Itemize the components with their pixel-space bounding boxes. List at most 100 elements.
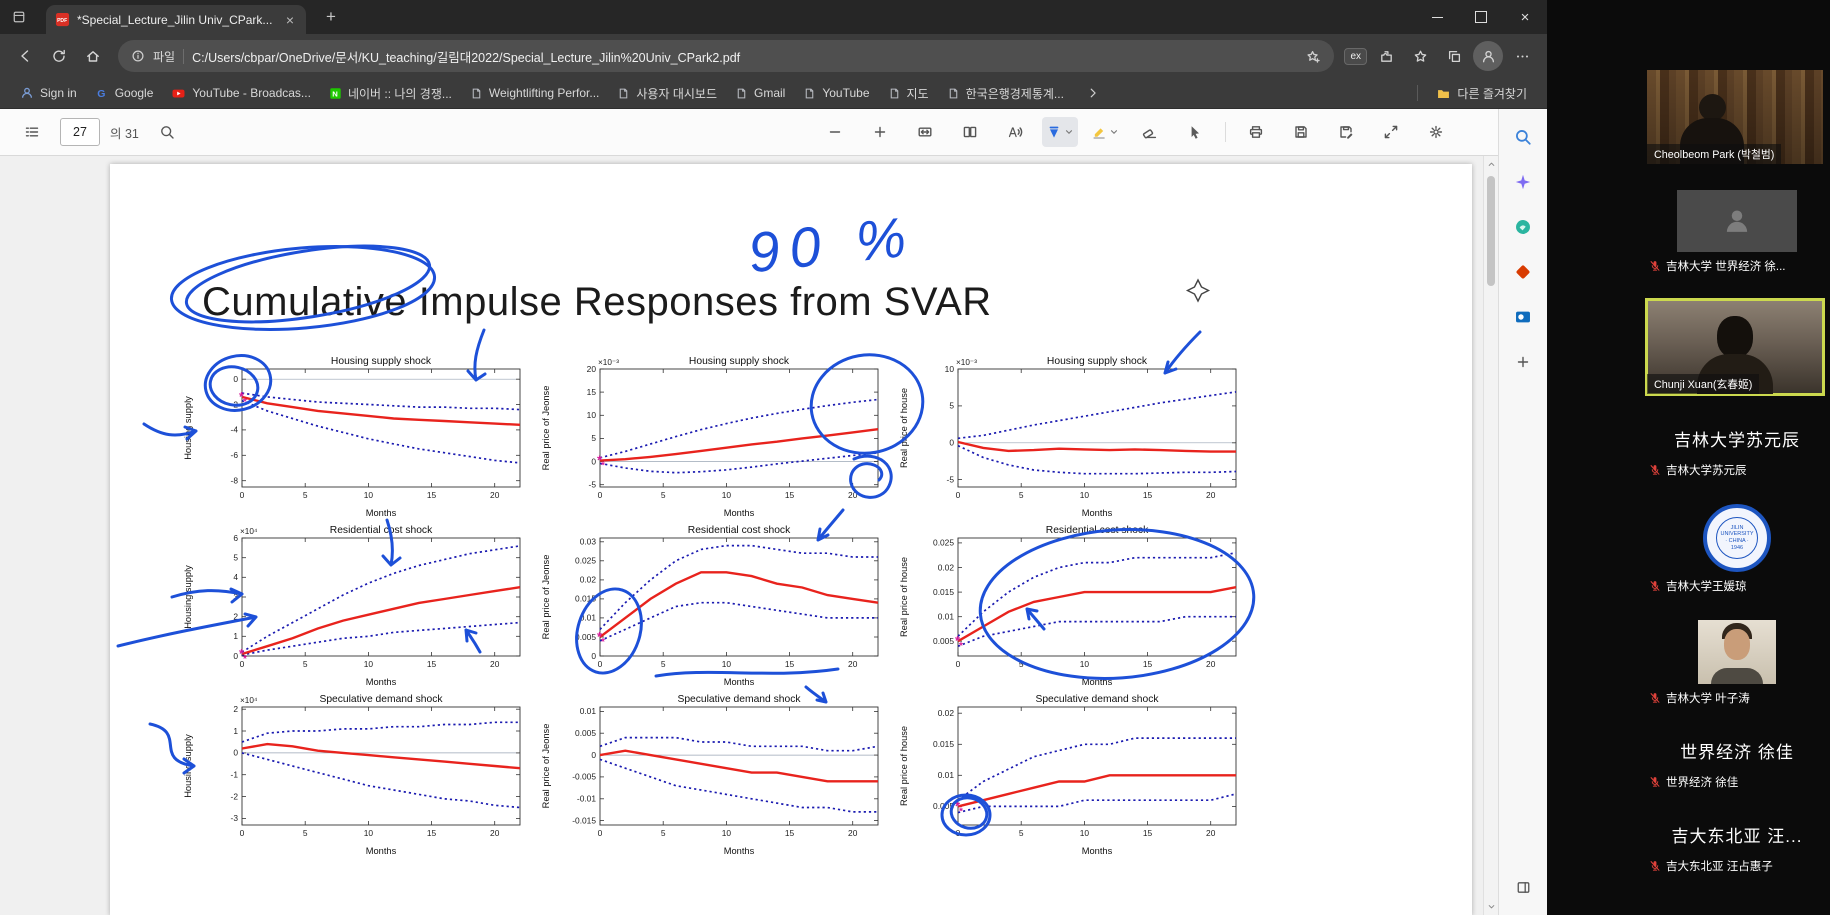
participant-tile[interactable]: 吉林大学 叶子涛 [1647, 620, 1827, 706]
svg-text:Residential cost shock: Residential cost shock [688, 525, 791, 536]
participant-display-name: 吉大东北亚 汪... [1671, 826, 1803, 846]
participant-tile[interactable]: Chunji Xuan(玄春姬) [1645, 298, 1827, 396]
refresh-button[interactable] [44, 41, 74, 71]
participant-tile[interactable]: JILIN UNIVERSITY · CHINA · 1946 吉林大学王媛琼 [1647, 504, 1827, 594]
back-button[interactable] [10, 41, 40, 71]
svg-text:*: * [959, 641, 963, 652]
muted-mic-icon [1650, 261, 1660, 271]
bookmark-item[interactable]: Weightlifting Perfor... [462, 83, 608, 103]
page-icon [617, 87, 630, 100]
page-number-input[interactable] [60, 118, 100, 146]
svg-text:5: 5 [1019, 828, 1024, 838]
bookmark-item[interactable]: 지도 [880, 82, 937, 105]
svg-text:0.005: 0.005 [933, 636, 954, 646]
settings-button[interactable] [1418, 117, 1454, 147]
participant-tile[interactable]: 吉林大学 世界经济 徐... [1647, 190, 1827, 274]
close-window-button[interactable]: × [1520, 8, 1530, 26]
office-sidebar-icon[interactable] [1509, 258, 1537, 286]
highlight-button[interactable] [1087, 117, 1123, 147]
add-favorite-icon[interactable] [1306, 49, 1321, 64]
extensions-icon[interactable] [1371, 41, 1401, 71]
fullscreen-button[interactable] [1373, 117, 1409, 147]
svg-text:×10⁻³: ×10⁻³ [598, 358, 619, 367]
bookmark-item[interactable]: Gmail [727, 83, 793, 103]
search-sidebar-icon[interactable] [1509, 123, 1537, 151]
svg-text:*: * [243, 397, 247, 408]
select-button[interactable] [1177, 117, 1213, 147]
search-document-button[interactable] [149, 117, 185, 147]
print-button[interactable] [1238, 117, 1274, 147]
extension-badge[interactable]: ex [1344, 47, 1367, 65]
svg-text:-1: -1 [231, 770, 239, 780]
collections-icon[interactable] [1439, 41, 1469, 71]
svg-text:0: 0 [598, 828, 603, 838]
participant-name-label: 吉林大学 叶子涛 [1647, 690, 1827, 706]
fit-to-width-button[interactable] [907, 117, 943, 147]
minimize-button[interactable] [1415, 0, 1459, 34]
impulse-chart-r1c1: 0-2-4-6-80 5 10 15 20**Housing supply shockM… [183, 356, 521, 518]
save-button[interactable] [1283, 117, 1319, 147]
svg-text:Housing supply: Housing supply [183, 565, 193, 629]
chart-cell: 0.01 0.005 0 -0.005 -0.01 -0.015 0 5 10 15 20 Specu… [538, 691, 894, 859]
svg-text:*: * [959, 806, 963, 817]
page-info-icon[interactable] [131, 49, 145, 63]
svg-text:N: N [332, 89, 338, 98]
svg-text:15: 15 [427, 659, 437, 669]
other-favorites-folder[interactable]: 다른 즐겨찾기 [1428, 82, 1535, 105]
read-aloud-button[interactable] [997, 117, 1033, 147]
mouse-cursor [1185, 278, 1211, 303]
participant-tile[interactable]: Cheolbeom Park (박철범) [1647, 70, 1827, 164]
participant-tile[interactable]: 世界经济 徐佳 世界经济 徐佳 [1647, 732, 1827, 790]
scroll-up-arrow[interactable] [1486, 156, 1497, 170]
tab-close-icon[interactable]: × [285, 11, 294, 28]
draw-button[interactable] [1042, 117, 1078, 147]
page-view-button[interactable] [952, 117, 988, 147]
favorites-icon[interactable] [1405, 41, 1435, 71]
table-of-contents-button[interactable] [14, 117, 50, 147]
bookmark-label: YouTube - Broadcas... [192, 86, 311, 100]
bookmark-item[interactable]: YouTube [795, 83, 877, 103]
bookmarks-overflow-icon[interactable] [1086, 86, 1100, 100]
bookmark-item[interactable]: YouTube - Broadcas... [163, 83, 319, 104]
zoom-in-button[interactable] [862, 117, 898, 147]
scrollbar-thumb[interactable] [1487, 176, 1495, 286]
svg-text:Housing supply shock: Housing supply shock [689, 356, 790, 367]
svg-text:0.015: 0.015 [575, 594, 596, 604]
sidebar-toggle-icon[interactable] [1509, 873, 1537, 901]
bookmark-item[interactable]: Sign in [12, 83, 85, 103]
participant-tile[interactable]: 吉林大学苏元辰 吉林大学苏元辰 [1647, 420, 1827, 478]
shopping-sidebar-icon[interactable] [1509, 213, 1537, 241]
svg-text:0.01: 0.01 [938, 612, 955, 622]
settings-menu-icon[interactable] [1507, 41, 1537, 71]
profile-avatar[interactable] [1473, 41, 1503, 71]
copilot-sidebar-icon[interactable] [1509, 168, 1537, 196]
svg-text:Housing supply: Housing supply [183, 734, 193, 798]
home-button[interactable] [78, 41, 108, 71]
svg-text:5: 5 [949, 401, 954, 411]
maximize-button[interactable] [1459, 0, 1503, 34]
add-sidebar-icon[interactable] [1509, 348, 1537, 376]
save-as-button[interactable] [1328, 117, 1364, 147]
scrollbar[interactable] [1483, 156, 1498, 915]
logo-text: JILIN UNIVERSITY · CHINA · 1946 [1716, 517, 1758, 559]
zoom-out-button[interactable] [817, 117, 853, 147]
erase-button[interactable] [1132, 117, 1168, 147]
bookmark-item[interactable]: 한국은행경제통계... [939, 82, 1072, 105]
url-field[interactable]: 파일 C:/Users/cbpar/OneDrive/문서/KU_teachin… [118, 40, 1335, 72]
bookmark-item[interactable]: G Google [87, 83, 162, 103]
svg-text:0.025: 0.025 [575, 556, 596, 566]
svg-text:20: 20 [490, 659, 500, 669]
chart-cell: -5 0 5 10 0 5 10 15 20 Housing supply shock ×10⁻³ M… [896, 353, 1252, 521]
svg-text:5: 5 [303, 490, 308, 500]
browser-tab[interactable]: PDF *Special_Lecture_Jilin Univ_CPark...… [46, 5, 306, 34]
participant-tile[interactable]: 吉大东北亚 汪... 吉大东北亚 汪占惠子 [1647, 816, 1827, 874]
new-tab-button[interactable]: + [326, 7, 336, 26]
outlook-sidebar-icon[interactable] [1509, 303, 1537, 331]
bookmark-item[interactable]: 사용자 대시보드 [609, 82, 725, 105]
svg-text:20: 20 [848, 659, 858, 669]
bookmark-item[interactable]: N 네이버 :: 나의 경쟁... [321, 82, 460, 105]
scroll-down-arrow[interactable] [1486, 898, 1497, 915]
page-icon [947, 87, 960, 100]
workspaces-icon[interactable] [12, 10, 26, 24]
